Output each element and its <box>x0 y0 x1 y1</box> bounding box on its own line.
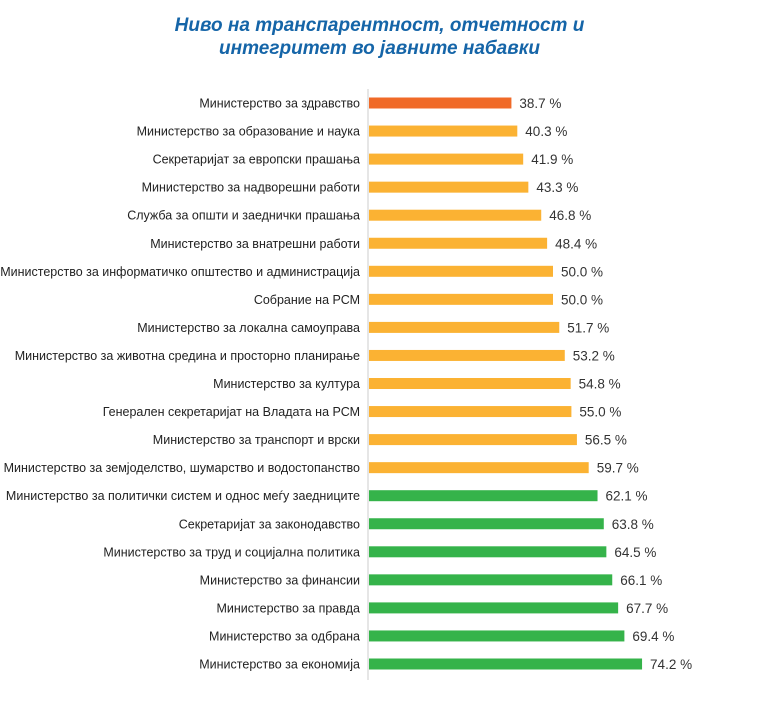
bar <box>369 97 512 109</box>
chart-title-line-1: Ниво на транспарентност, отчетност и <box>174 15 585 36</box>
value-label: 53.2 % <box>573 348 615 363</box>
value-label: 55.0 % <box>579 405 621 420</box>
category-label: Министерство за локална самоуправа <box>137 321 360 335</box>
value-label: 69.4 % <box>632 629 674 644</box>
category-label: Министерство за земјоделство, шумарство … <box>4 461 360 475</box>
value-label: 51.7 % <box>567 320 609 335</box>
bar <box>369 321 560 333</box>
category-label: Министерство за здравство <box>199 97 360 111</box>
value-label: 56.5 % <box>585 433 627 448</box>
category-label: Министерство за информатичко општество и… <box>0 265 360 279</box>
value-label: 43.3 % <box>536 180 578 195</box>
value-label: 62.1 % <box>606 489 648 504</box>
bar <box>369 490 598 502</box>
value-label: 67.7 % <box>626 601 668 616</box>
category-label: Министерство за одбрана <box>209 629 360 643</box>
category-label: Министерство за надворешни работи <box>142 181 360 195</box>
bar <box>369 349 565 361</box>
value-label: 40.3 % <box>525 124 567 139</box>
value-label: 48.4 % <box>555 236 597 251</box>
value-label: 74.2 % <box>650 657 692 672</box>
value-label: 64.5 % <box>614 545 656 560</box>
category-label: Министерство за труд и социјална политик… <box>103 545 360 559</box>
bar <box>369 125 518 137</box>
category-label: Генерален секретаријат на Владата на РСМ <box>103 405 360 419</box>
category-label: Министерство за финансии <box>200 573 360 587</box>
bar <box>369 518 604 530</box>
bar <box>369 265 553 277</box>
bar <box>369 602 619 614</box>
category-label: Служба за општи и заеднички прашања <box>127 209 360 223</box>
value-label: 54.8 % <box>579 377 621 392</box>
value-label: 63.8 % <box>612 517 654 532</box>
category-label: Министерство за политички систем и однос… <box>6 489 360 503</box>
bar <box>369 406 572 418</box>
bar <box>369 378 571 389</box>
bar <box>369 462 589 474</box>
category-label: Секретаријат за законодавство <box>179 517 360 531</box>
bar <box>369 293 553 305</box>
value-label: 66.1 % <box>620 573 662 588</box>
category-label: Министерство за економија <box>199 658 360 672</box>
bar <box>369 181 529 193</box>
value-label: 50.0 % <box>561 292 603 307</box>
bar <box>369 237 548 249</box>
chart-title-line-2: интегритет во јавните набавки <box>219 38 540 59</box>
category-label: Министерство за правда <box>217 601 361 615</box>
category-label: Министерство за внатрешни работи <box>150 237 360 251</box>
category-label: Министерство за транспорт и врски <box>153 433 360 447</box>
value-label: 59.7 % <box>597 461 639 476</box>
bar <box>369 546 607 558</box>
category-label: Министерство за култура <box>213 377 360 391</box>
category-label: Министерство за образование и наука <box>137 125 360 139</box>
category-label: Секретаријат за европски прашања <box>153 153 360 167</box>
bar <box>369 209 542 221</box>
value-label: 38.7 % <box>519 96 561 111</box>
bar <box>369 434 577 446</box>
value-label: 41.9 % <box>531 152 573 167</box>
value-label: 50.0 % <box>561 264 603 279</box>
category-label: Министерство за животна средина и просто… <box>15 349 360 363</box>
value-label: 46.8 % <box>549 208 591 223</box>
bar <box>369 630 625 642</box>
bar <box>369 153 524 165</box>
bar <box>369 574 613 586</box>
category-label: Собрание на РСМ <box>254 293 360 307</box>
bar <box>369 658 643 670</box>
